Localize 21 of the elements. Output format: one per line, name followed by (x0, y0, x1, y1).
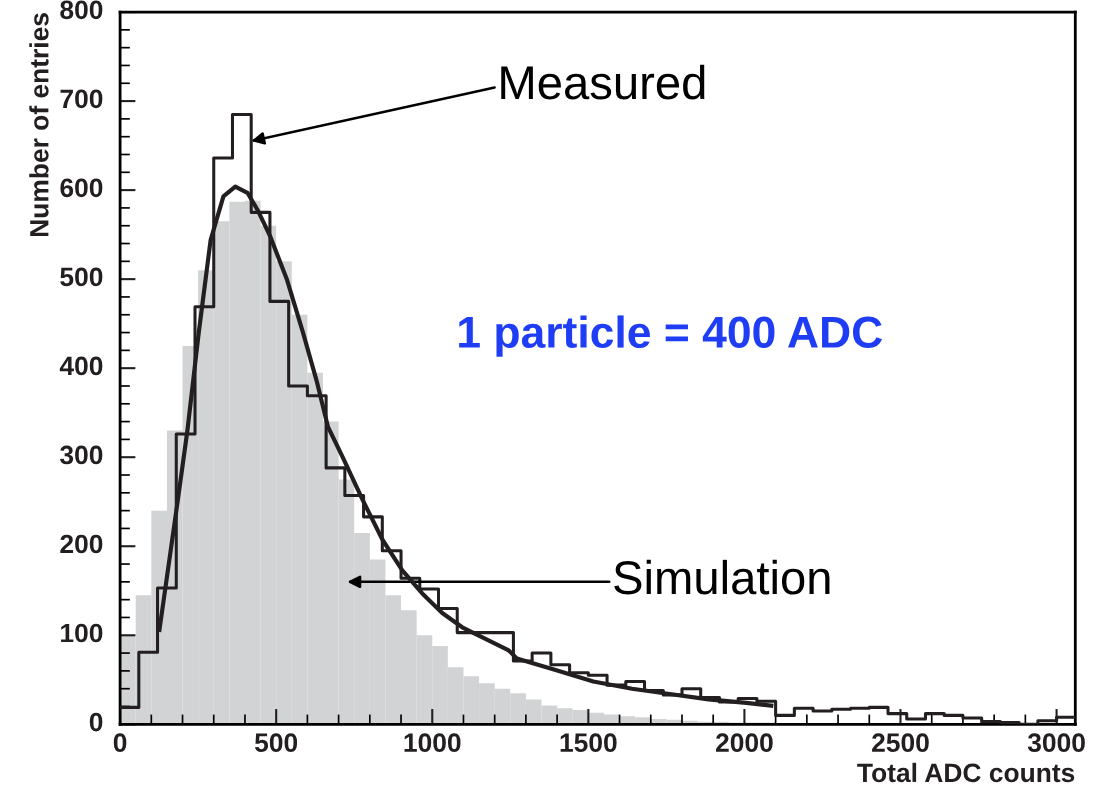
x-tick-label: 0 (113, 733, 127, 753)
x-tick-label: 2000 (715, 733, 773, 753)
x-tick-label: 1000 (404, 733, 461, 753)
x-tick-label: 500 (254, 733, 298, 753)
annotation: 1 particle = 400 ADC (459, 315, 883, 357)
annotation: Measured (501, 64, 705, 100)
y-tick-label: 600 (60, 178, 103, 198)
y-tick-label: 400 (59, 356, 103, 376)
y-axis-title: Number of entries (29, 13, 49, 237)
annotation: Simulation (614, 559, 830, 595)
y-tick-label: 200 (60, 534, 103, 554)
y-tick-label: 800 (60, 0, 103, 20)
x-tick-label: 1500 (560, 733, 617, 753)
x-axis-title: Total ADC counts (857, 762, 1075, 783)
y-tick-label: 300 (60, 445, 103, 465)
y-tick-label: 0 (89, 712, 103, 732)
y-tick-label: 500 (60, 267, 103, 287)
y-tick-label: 100 (61, 623, 103, 643)
x-tick-label: 2500 (872, 733, 929, 753)
x-tick-label: 3000 (1027, 733, 1085, 753)
y-tick-label: 700 (60, 89, 103, 109)
